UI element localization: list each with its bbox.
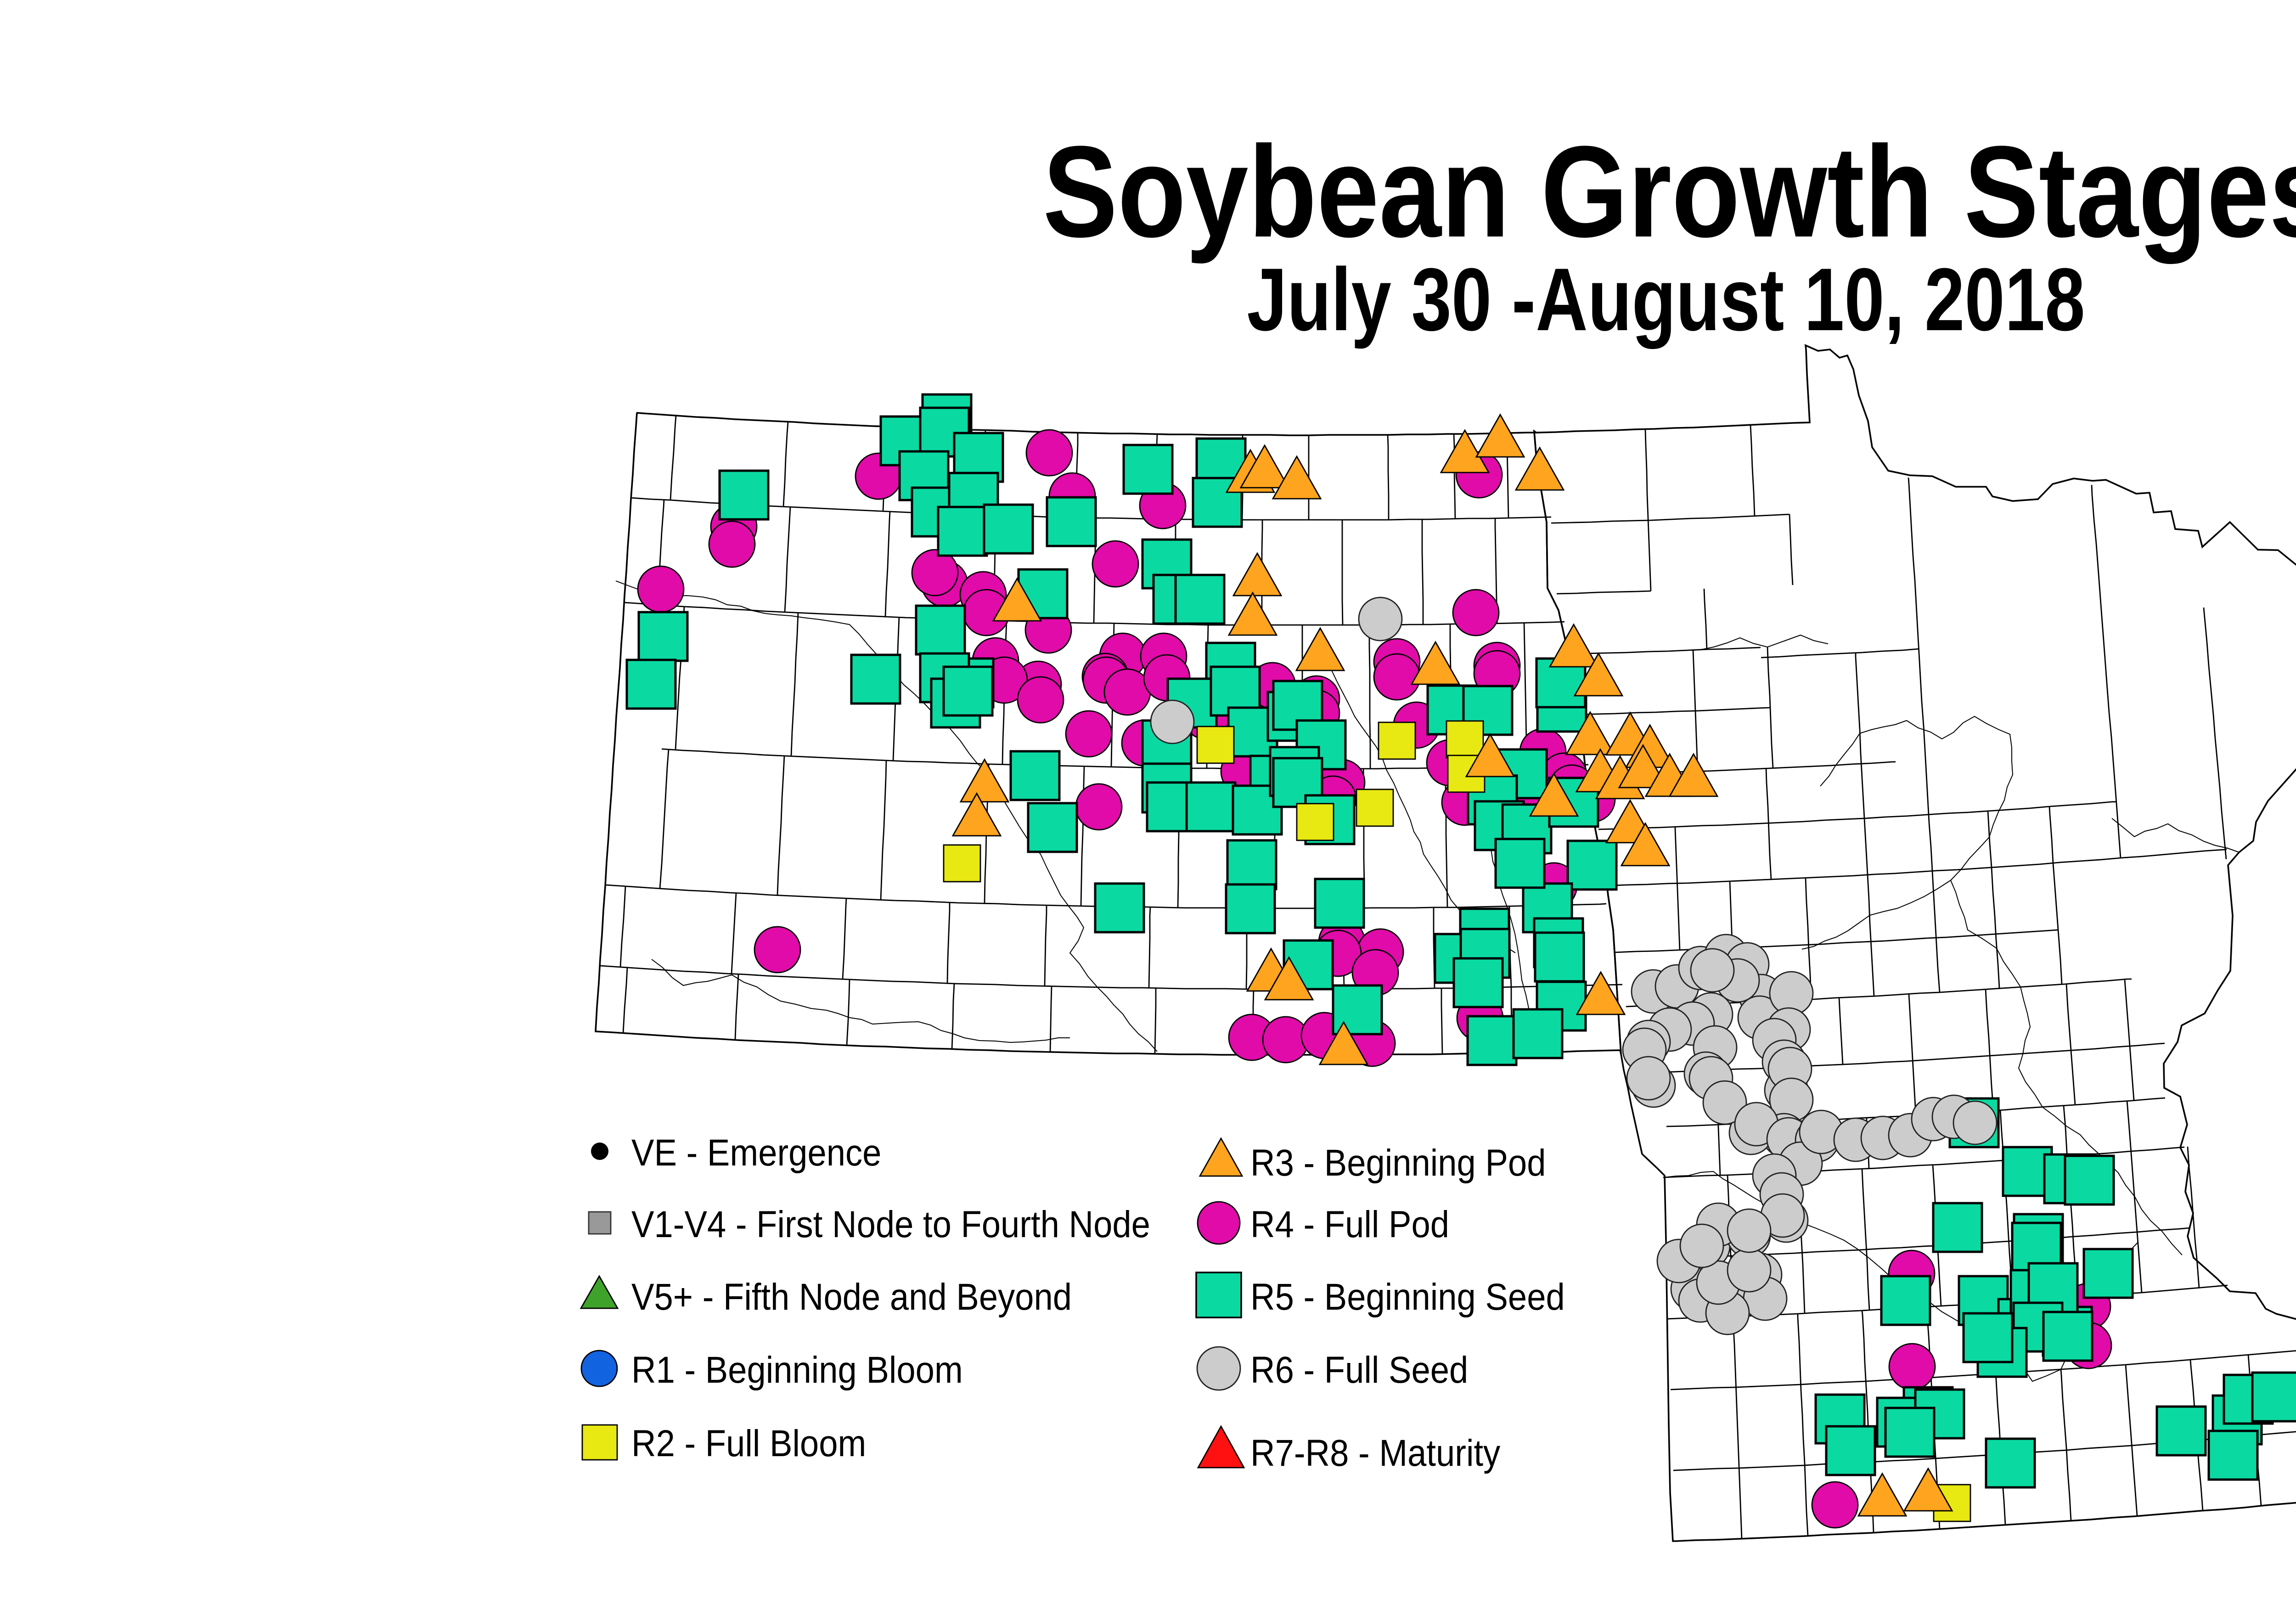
svg-text:R2 - Full Bloom: R2 - Full Bloom [631, 1422, 866, 1464]
svg-text:V5+ - Fifth Node and Beyond: V5+ - Fifth Node and Beyond [631, 1276, 1072, 1318]
svg-text:VE - Emergence: VE - Emergence [631, 1132, 881, 1174]
svg-text:R1 - Beginning Bloom: R1 - Beginning Bloom [631, 1349, 963, 1391]
svg-text:R7-R8 - Maturity: R7-R8 - Maturity [1250, 1432, 1500, 1474]
svg-text:R3 - Beginning Pod: R3 - Beginning Pod [1250, 1142, 1546, 1184]
svg-text:Soybean Growth Stages: Soybean Growth Stages [1043, 119, 2296, 265]
svg-text:R4 - Full Pod: R4 - Full Pod [1250, 1203, 1449, 1245]
svg-text:V1-V4 - First Node to Fourth N: V1-V4 - First Node to Fourth Node [631, 1203, 1150, 1245]
svg-text:R6 - Full Seed: R6 - Full Seed [1250, 1349, 1468, 1391]
svg-text:R5 - Beginning Seed: R5 - Beginning Seed [1250, 1276, 1565, 1318]
svg-text:July 30 -August 10, 2018: July 30 -August 10, 2018 [1247, 250, 2085, 349]
